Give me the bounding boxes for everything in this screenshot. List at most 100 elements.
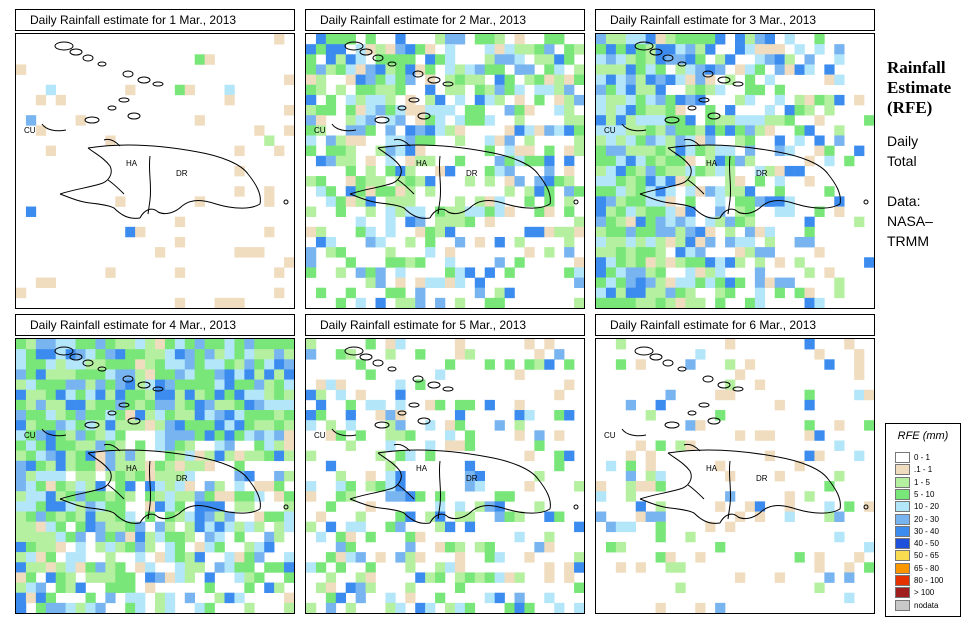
rainfall-cell [155, 389, 166, 401]
rainfall-cell [75, 349, 86, 360]
island-outline [417, 112, 431, 120]
rainfall-cell [284, 125, 294, 136]
rainfall-cell [854, 359, 865, 370]
rainfall-cell [274, 582, 285, 594]
rainfall-cell [705, 74, 716, 86]
rainfall-map: CU HA DR [15, 33, 295, 309]
rainfall-cell [55, 379, 66, 391]
rainfall-cell [564, 186, 575, 197]
rainfall-map: CU HA DR [15, 338, 295, 614]
island-outline [687, 410, 697, 416]
rainfall-cell [425, 135, 436, 146]
rainfall-cell [95, 501, 106, 512]
rainfall-cell [214, 379, 225, 391]
rainfall-cell [814, 562, 825, 573]
rainfall-cell [834, 54, 845, 65]
map-label-dominican_republic: DR [756, 169, 768, 178]
rainfall-cell [55, 602, 66, 613]
rainfall-cell [655, 94, 666, 106]
rainfall-cell [524, 410, 535, 421]
island-outline [84, 116, 100, 124]
coastline [639, 147, 692, 195]
rainfall-cell [234, 297, 245, 308]
rainfall-cell [645, 247, 656, 258]
rainfall-cell [625, 470, 637, 482]
rainfall-cell [484, 135, 495, 146]
rainfall-cell [115, 339, 126, 350]
rainfall-cell [804, 297, 815, 308]
rainfall-cell [375, 176, 386, 187]
rainfall-cell [454, 236, 466, 248]
rainfall-cell [665, 94, 676, 106]
rainfall-cell [645, 410, 656, 421]
rainfall-cell [625, 54, 637, 65]
rainfall-cell [105, 349, 116, 360]
rainfall-cell [615, 64, 627, 75]
rainfall-cell [464, 460, 476, 472]
rainfall-cell [345, 94, 356, 106]
rainfall-cell [615, 176, 627, 187]
rainfall-cell [306, 84, 317, 96]
rainfall-cell [445, 165, 456, 177]
rainfall-cell [685, 206, 696, 217]
rainfall-cell [16, 339, 27, 350]
rainfall-cell [635, 359, 646, 370]
rainfall-cell [675, 277, 686, 289]
rainfall-cell [504, 491, 515, 502]
rainfall-cell [794, 135, 805, 146]
rainfall-cell [375, 481, 386, 492]
rainfall-cell [635, 247, 646, 258]
rainfall-cell [504, 602, 515, 613]
rainfall-cell [75, 470, 86, 482]
rainfall-cell [454, 562, 466, 573]
rainfall-cell [454, 399, 466, 411]
legend-item: 40 - 50 [895, 538, 959, 550]
rainfall-cell [484, 216, 495, 228]
rainfall-cell [55, 399, 66, 411]
rainfall-cell [524, 552, 535, 563]
rainfall-cell [135, 410, 146, 421]
legend-swatch [895, 525, 910, 537]
coastline [471, 200, 551, 209]
rainfall-cell [415, 257, 426, 268]
rainfall-cell [784, 165, 795, 177]
rainfall-cell [635, 155, 646, 167]
rainfall-cell [695, 145, 706, 157]
rainfall-cell [325, 64, 337, 75]
rainfall-cell [135, 592, 146, 604]
rainfall-cell [244, 552, 255, 563]
rainfall-cell [596, 165, 607, 177]
rainfall-cell [445, 257, 456, 268]
rainfall-cell [645, 64, 656, 75]
legend-item: 1 - 5 [895, 476, 959, 489]
rainfall-cell [744, 155, 756, 167]
rainfall-cell [306, 267, 317, 278]
rainfall-cell [665, 74, 676, 86]
rainfall-cell [844, 562, 855, 573]
rainfall-cell [685, 84, 696, 96]
rainfall-cell [625, 216, 637, 228]
rainfall-cell [596, 125, 607, 136]
rainfall-cell [274, 491, 285, 502]
coastline [107, 484, 125, 500]
rainfall-cell [504, 287, 515, 299]
rainfall-cell [685, 297, 696, 308]
rainfall-cell [385, 74, 396, 86]
rainfall-cell [494, 74, 505, 86]
rainfall-cell [635, 511, 646, 522]
rainfall-cell [325, 582, 337, 594]
rainfall-cell [615, 206, 627, 217]
island-outline [634, 346, 654, 356]
rainfall-cell [45, 481, 57, 492]
rainfall-cell [16, 359, 27, 370]
rainfall-cell [135, 420, 146, 431]
rainfall-cell [735, 94, 746, 106]
rainfall-cell [355, 44, 366, 55]
rainfall-cell [454, 552, 466, 563]
rainfall-cell [864, 562, 874, 573]
rainfall-cell [315, 74, 327, 86]
rainfall-cell [395, 389, 406, 401]
rainfall-cell [145, 420, 156, 431]
rainfall-cell [65, 572, 76, 583]
